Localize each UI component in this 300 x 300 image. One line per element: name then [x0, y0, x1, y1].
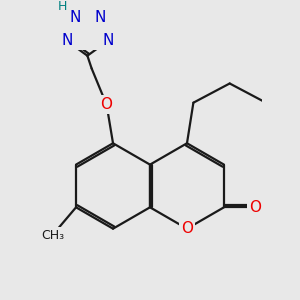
Text: O: O — [181, 221, 193, 236]
Text: H: H — [58, 0, 68, 13]
Text: O: O — [100, 97, 112, 112]
Text: N: N — [102, 34, 113, 49]
Text: O: O — [249, 200, 261, 215]
Text: CH₃: CH₃ — [41, 229, 64, 242]
Text: N: N — [61, 34, 73, 49]
Text: N: N — [94, 10, 106, 25]
Text: N: N — [69, 10, 80, 25]
